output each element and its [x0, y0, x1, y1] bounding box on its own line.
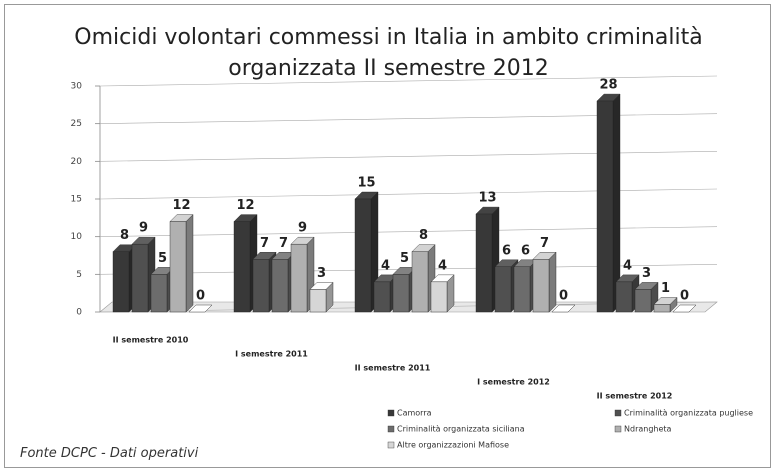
data-label: 3 [642, 266, 651, 281]
bar-side [548, 251, 557, 313]
data-label: 7 [540, 236, 549, 251]
legend-label: Criminalità organizzata siciliana [397, 425, 525, 434]
bar [188, 304, 213, 313]
bar-front [131, 243, 149, 313]
bar [596, 93, 621, 313]
grid-line [99, 75, 718, 87]
bar [411, 244, 436, 313]
bar-side [185, 214, 194, 313]
bar-front [430, 281, 448, 313]
bar [354, 191, 379, 313]
bar [309, 281, 334, 313]
legend-swatch [387, 441, 395, 449]
x-tick-label: II semestre 2010 [113, 336, 189, 345]
data-label: 3 [317, 266, 326, 281]
x-tick-label: II semestre 2012 [597, 392, 673, 401]
bar [653, 296, 678, 313]
bar [475, 206, 500, 313]
legend-label: Altre organizzazioni Mafiose [397, 441, 509, 450]
bar-front [150, 274, 168, 313]
y-tick-label: 10 [71, 232, 83, 242]
legend-label: Ndrangheta [624, 425, 672, 434]
data-label: 28 [599, 78, 617, 93]
legend-label: Criminalità organizzata pugliese [624, 409, 753, 418]
bar [672, 304, 697, 313]
data-label: 4 [623, 258, 632, 273]
data-label: 12 [236, 198, 254, 213]
bar-front [513, 266, 531, 313]
bar-front [532, 259, 550, 313]
bar [169, 214, 194, 313]
bar-front [373, 281, 391, 313]
data-label: 4 [438, 258, 447, 273]
bar-front [112, 251, 130, 313]
bar [252, 251, 277, 313]
bar-front [411, 251, 429, 313]
bar-top [551, 304, 576, 313]
y-tick-label: 30 [71, 82, 83, 92]
bar-front [494, 266, 512, 313]
bar-front [596, 100, 614, 313]
bar [551, 304, 576, 313]
bar [494, 259, 519, 313]
legend-swatch [387, 409, 395, 417]
data-label: 8 [419, 228, 428, 243]
data-label: 0 [680, 289, 689, 304]
bar-front [354, 198, 372, 313]
bar-front [169, 221, 187, 313]
bar-front [290, 243, 308, 313]
x-tick-label: I semestre 2011 [235, 350, 308, 359]
y-tick-label: 25 [71, 119, 82, 129]
frame [4, 4, 771, 468]
data-label: 8 [120, 228, 129, 243]
bar [532, 251, 557, 313]
bar-front [634, 289, 652, 313]
x-tick-label: I semestre 2012 [477, 378, 550, 387]
bar-top [188, 304, 213, 313]
chart-title: Omicidi volontari commessi in Italia in … [74, 25, 703, 81]
data-label: 6 [502, 243, 511, 258]
legend-label: Camorra [397, 409, 432, 418]
data-label: 13 [478, 191, 496, 206]
data-label: 9 [298, 221, 307, 236]
y-tick-label: 0 [76, 308, 82, 318]
bar-front [615, 281, 633, 313]
data-label: 1 [661, 281, 670, 296]
bar-top [672, 304, 697, 313]
bar-front [653, 304, 671, 313]
bar-front [309, 289, 327, 313]
data-label: 0 [196, 289, 205, 304]
bar-front [475, 213, 493, 313]
data-label: 6 [521, 243, 530, 258]
bar-front [271, 259, 289, 313]
data-label: 5 [158, 251, 167, 266]
source-note: Fonte DCPC - Dati operativi [20, 446, 199, 461]
y-tick-label: 15 [71, 195, 82, 205]
data-label: 9 [139, 221, 148, 236]
data-label: 5 [400, 251, 409, 266]
data-label: 12 [172, 198, 190, 213]
bar [430, 274, 455, 313]
grid-line [99, 151, 718, 162]
legend-swatch [387, 425, 395, 433]
bar-front [392, 274, 410, 313]
legend-swatch [614, 425, 622, 433]
grid-line [99, 188, 718, 200]
legend-swatch [614, 409, 622, 417]
y-tick-label: 5 [76, 270, 82, 280]
grid-line [99, 113, 718, 124]
data-label: 7 [260, 236, 269, 251]
data-label: 15 [357, 176, 375, 191]
bar-front [233, 221, 251, 313]
y-tick-label: 20 [71, 157, 83, 167]
data-label: 7 [279, 236, 288, 251]
bar-front [252, 259, 270, 313]
x-tick-label: II semestre 2011 [355, 364, 431, 373]
data-label: 0 [559, 289, 568, 304]
data-label: 4 [381, 258, 390, 273]
